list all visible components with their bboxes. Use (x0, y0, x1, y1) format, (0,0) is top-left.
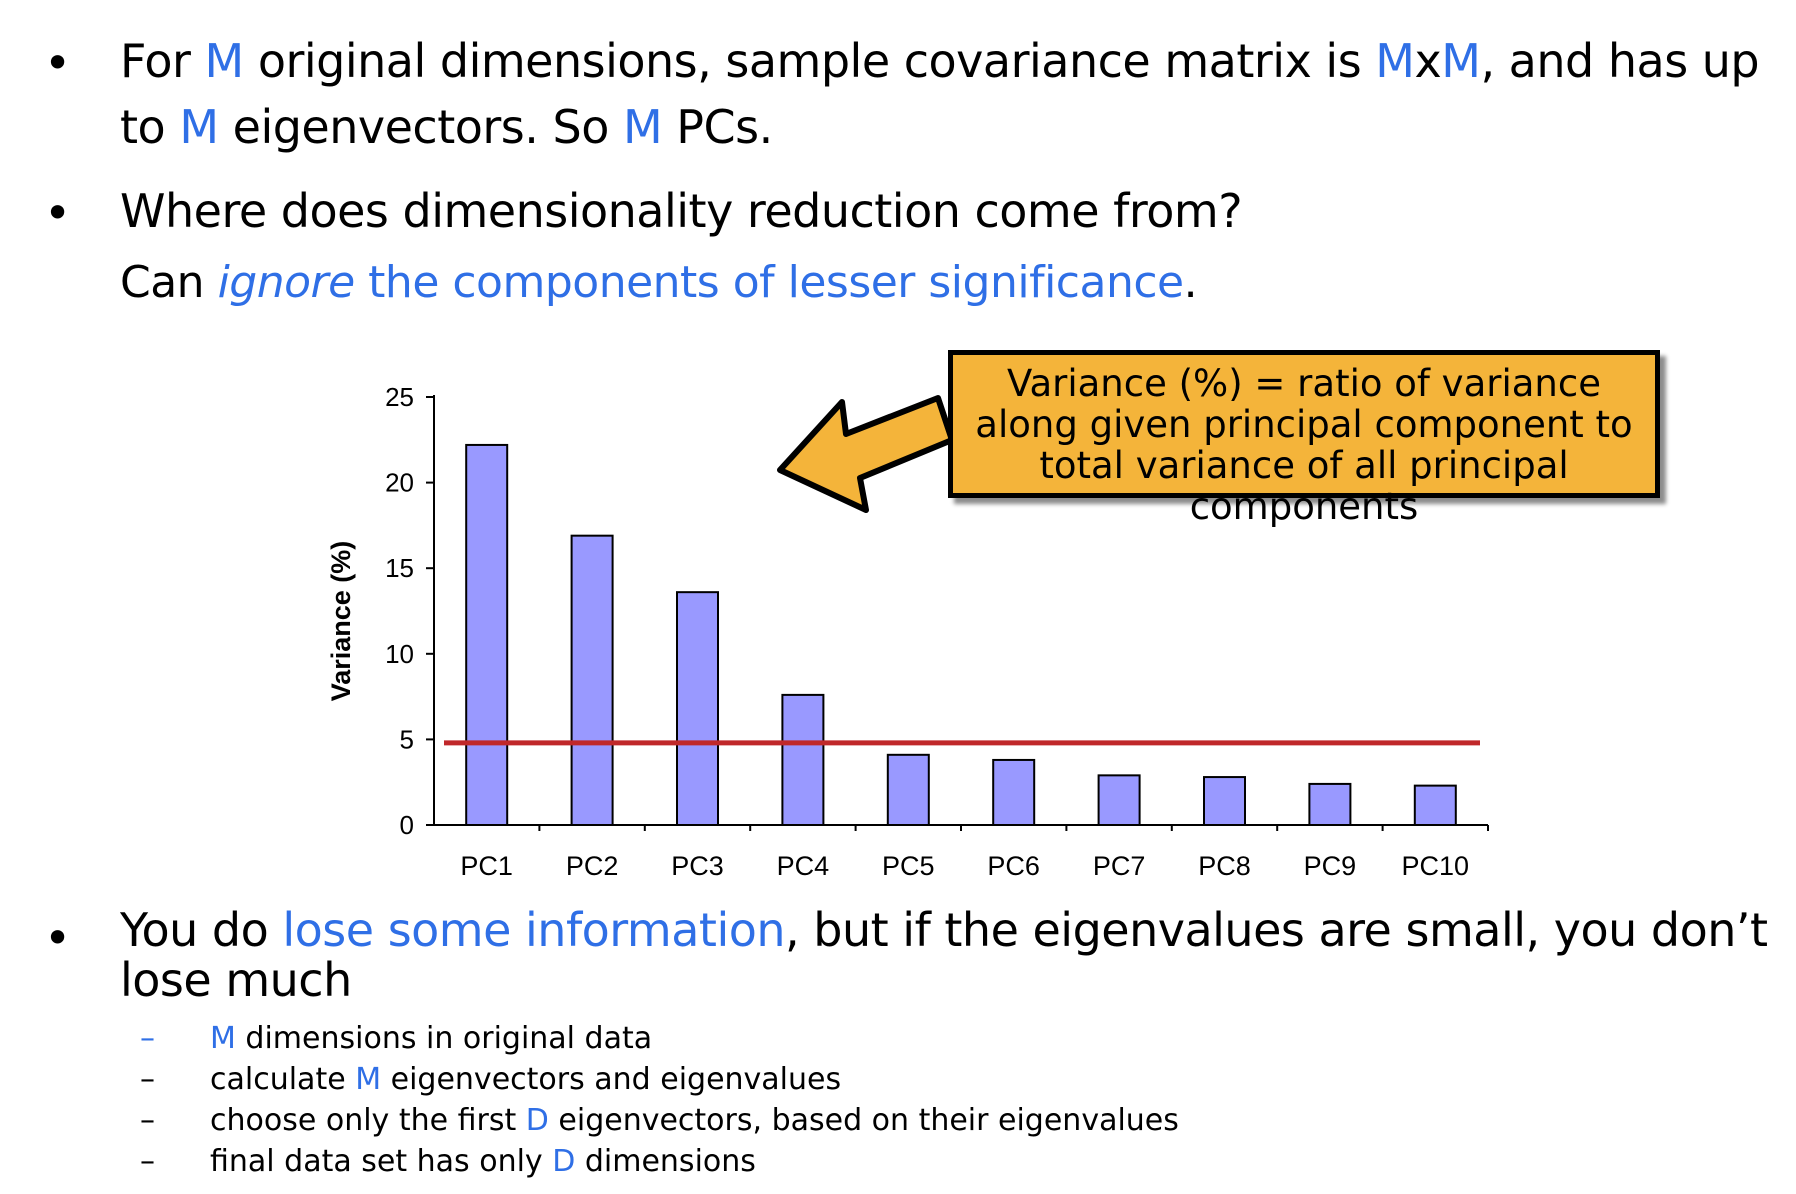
y-tick-label: 20 (385, 468, 414, 498)
bar-pc6 (992, 758, 1036, 826)
text-run: , and has up to (120, 34, 1760, 154)
var-m: M (1441, 34, 1481, 88)
text-run: For (120, 34, 205, 88)
sub-bullet-text: choose only the first D eigenvectors, ba… (210, 1100, 1179, 1141)
var-m: M (1375, 34, 1415, 88)
x-tick-label: PC9 (1304, 851, 1357, 880)
dash-marker: – (140, 1103, 155, 1138)
bar-pc7 (1097, 774, 1141, 826)
callout-box: Variance (%) = ratio of variance along g… (948, 350, 1660, 527)
x-tick-label: PC4 (777, 851, 830, 880)
text-run: choose only the first (210, 1103, 526, 1138)
dash-marker: – (140, 1062, 155, 1097)
x-tick-label: PC7 (1093, 851, 1146, 880)
bullet-dot: • (44, 36, 72, 90)
text-run: , but if the eigenvalues are small, you … (120, 903, 1768, 1007)
bar-pc4 (781, 693, 825, 826)
highlight-text: lose some information (282, 903, 786, 957)
text-run: original dimensions, sample covariance m… (243, 34, 1376, 88)
sub-bullet-text: final data set has only D dimensions (210, 1141, 756, 1182)
bar-pc9 (1308, 782, 1352, 826)
text-run: final data set has only (210, 1144, 553, 1179)
bullet-answer: Can ignore the components of lesser sign… (120, 252, 1198, 314)
text-run: eigenvectors and eigenvalues (381, 1062, 842, 1097)
callout-text: Variance (%) = ratio of variance along g… (975, 362, 1633, 528)
bullet-covariance: For M original dimensions, sample covari… (120, 28, 1780, 160)
variance-bar-chart: PC1 PC2 PC3 PC4 PC5 PC6 PC7 PC8 PC9 PC10 0 5 10 15 20 2… (326, 382, 1489, 880)
x-tick-label: PC1 (460, 851, 513, 880)
var-m: M (204, 34, 245, 88)
bar-pc8 (1203, 776, 1246, 826)
text-run: You do (120, 903, 283, 957)
callout-arrow-icon (777, 395, 955, 513)
text-run: PCs. (662, 100, 773, 154)
dash-marker: – (140, 1021, 155, 1056)
dash-marker: – (140, 1144, 155, 1179)
bar-pc1 (465, 443, 509, 826)
text-run: eigenvectors, based on their eigenvalues (548, 1103, 1179, 1138)
bar-pc3 (676, 591, 719, 826)
bar-pc2 (570, 534, 614, 826)
x-tick-label: PC10 (1402, 851, 1470, 880)
bullet-information-loss: You do lose some information, but if the… (120, 905, 1780, 1005)
text-run: calculate (210, 1062, 356, 1097)
var-d: D (525, 1103, 549, 1138)
x-tick-label: PC8 (1198, 851, 1251, 880)
x-tick-label: PC3 (671, 851, 724, 880)
y-tick-label: 5 (400, 724, 414, 754)
var-m: M (179, 100, 219, 154)
y-tick-label: 25 (385, 382, 414, 412)
text-run: Can (120, 257, 218, 308)
var-d: D (552, 1144, 576, 1179)
var-m: M (210, 1021, 236, 1056)
x-tick-label: PC2 (566, 851, 619, 880)
bar-pc5 (886, 753, 930, 827)
text-run: . (1183, 257, 1198, 308)
y-tick-label: 15 (385, 553, 414, 583)
highlight-text: the components of lesser significance (354, 257, 1184, 308)
y-tick-label: 0 (400, 810, 414, 840)
bullet-dot: • (44, 186, 72, 240)
x-tick-label: PC5 (882, 851, 935, 880)
sub-bullet-text: M dimensions in original data (210, 1018, 652, 1059)
y-axis-label: Variance (%) (326, 541, 356, 702)
sub-bullet-text: calculate M eigenvectors and eigenvalues (210, 1059, 841, 1100)
emphasis-ignore: ignore (217, 257, 356, 308)
var-m: M (355, 1062, 382, 1097)
text-run: dimensions (575, 1144, 756, 1179)
y-tick-label: 10 (385, 639, 414, 669)
bar-pc10 (1413, 784, 1457, 826)
text-run: x (1414, 34, 1442, 88)
bullet-question: Where does dimensionality reduction come… (120, 184, 1243, 238)
var-m: M (622, 100, 663, 154)
text-run: dimensions in original data (235, 1021, 653, 1056)
bullet-dot: • (44, 911, 72, 965)
x-tick-label: PC6 (987, 851, 1040, 880)
text-run: eigenvectors. So (218, 100, 623, 154)
